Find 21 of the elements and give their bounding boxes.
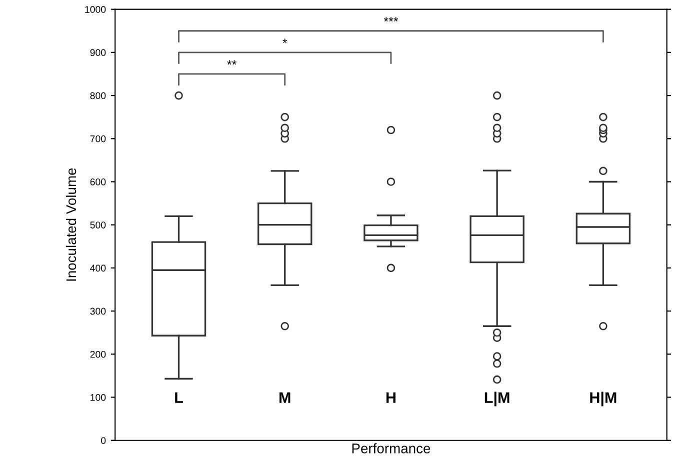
x-tick-label: L|M — [484, 392, 510, 406]
y-tick-label: 700 — [90, 135, 106, 142]
y-tick-label: 400 — [90, 264, 106, 272]
y-tick-label: 100 — [90, 394, 106, 401]
annotation: *** — [384, 17, 398, 22]
x-tick-label: H|M — [590, 392, 616, 406]
annotation: ** — [227, 60, 236, 65]
y-tick-label: 200 — [90, 350, 106, 358]
y-tick-label: 800 — [90, 92, 106, 100]
x-axis-title: Performance — [352, 443, 430, 454]
annotation: * — [282, 38, 288, 44]
x-tick-label: H — [386, 392, 396, 403]
x-tick-label: L — [175, 392, 183, 403]
y-tick-label: 500 — [90, 222, 106, 228]
y-tick-label: 1000 — [85, 6, 106, 13]
y-tick-label: 600 — [90, 178, 106, 186]
x-tick-label: M — [280, 392, 290, 403]
y-tick-label: 900 — [90, 49, 106, 56]
y-tick-label: 0 — [101, 437, 106, 444]
y-axis-title: Inoculated Volume — [66, 168, 76, 281]
y-tick-label: 300 — [90, 308, 106, 315]
